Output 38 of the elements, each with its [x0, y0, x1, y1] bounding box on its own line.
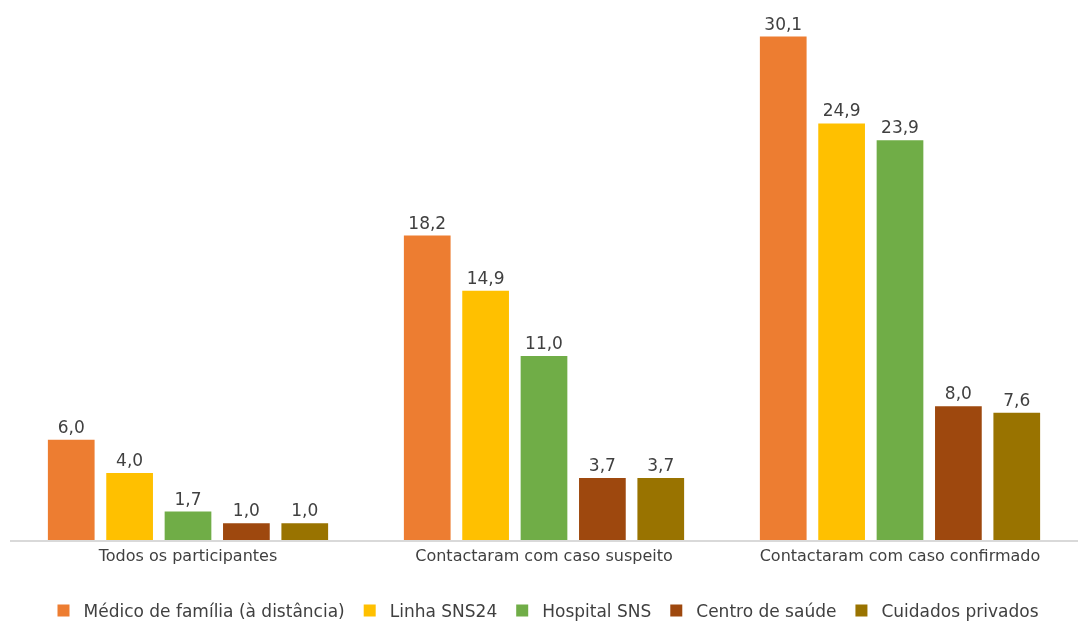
x-tick-label: Contactaram com caso confirmado [759, 545, 1041, 565]
data-label: 14,9 [466, 267, 505, 288]
data-label: 4,0 [116, 450, 144, 471]
bar [759, 36, 807, 540]
bar [637, 478, 685, 540]
legend-label: Hospital SNS [542, 601, 652, 622]
data-label: 8,0 [944, 383, 972, 404]
legend-label: Centro de saúde [696, 601, 837, 622]
legend-label: Médico de família (à distância) [83, 601, 345, 622]
data-label: 1,0 [232, 500, 260, 521]
data-label: 7,6 [1003, 389, 1031, 410]
bar [818, 123, 865, 540]
data-label: 1,7 [174, 488, 202, 509]
data-label: 11,0 [525, 333, 563, 353]
bar [106, 473, 153, 540]
legend-label: Linha SNS24 [389, 601, 498, 622]
x-tick-label: Todos os participantes [97, 545, 278, 565]
bar [993, 412, 1041, 540]
bar [403, 235, 451, 540]
bar [462, 290, 509, 540]
bar [520, 356, 568, 540]
data-label: 30,1 [764, 13, 803, 34]
data-label: 1,0 [291, 500, 319, 521]
bar [47, 439, 95, 540]
data-label: 24,9 [822, 100, 861, 121]
bar [876, 140, 924, 540]
x-tick-label: Contactaram com caso suspeito [415, 545, 673, 565]
bar [935, 406, 982, 540]
bar [164, 511, 212, 540]
bar [223, 523, 270, 540]
legend-label: Cuidados privados [881, 601, 1039, 622]
data-label: 3,7 [588, 455, 616, 476]
data-label: 18,2 [408, 212, 447, 233]
data-label: 3,7 [647, 455, 675, 476]
data-label: 23,9 [881, 117, 919, 138]
bar [281, 523, 329, 540]
bar [579, 478, 626, 540]
data-label: 6,0 [57, 416, 85, 437]
